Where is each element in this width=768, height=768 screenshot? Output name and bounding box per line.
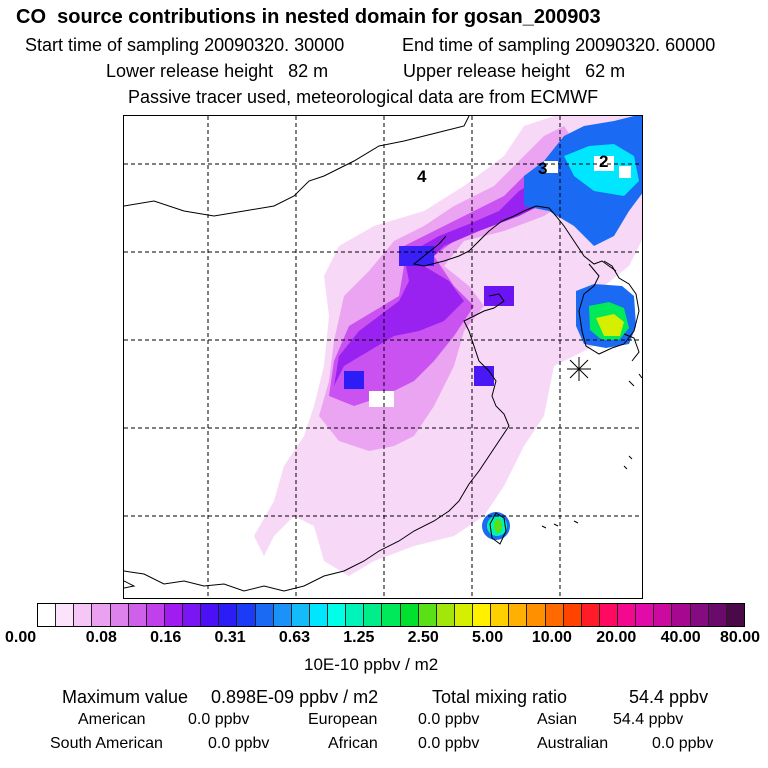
tracer-note: Passive tracer used, meteorological data…: [128, 87, 599, 107]
legend-swatch: [201, 604, 220, 626]
region-value: 54.4 ppbv: [613, 711, 684, 728]
legend-swatch: [545, 604, 564, 626]
legend-tick-label: 0.31: [214, 629, 246, 646]
legend-tick-label: 0.00: [5, 629, 37, 646]
legend-swatch: [309, 604, 328, 626]
legend-swatch: [74, 604, 93, 626]
legend-swatch: [56, 604, 75, 626]
region-name: European: [308, 711, 378, 728]
legend-swatch: [672, 604, 691, 626]
legend-units: 10E-10 ppbv / m2: [304, 655, 439, 674]
color-legend-bar: [37, 603, 745, 627]
legend-tick-label: 1.25: [343, 629, 375, 646]
coastline-korea: [578, 260, 640, 355]
max-value-label: Maximum value: [62, 687, 189, 707]
coastline-north: [124, 116, 470, 217]
start-time-label: Start time of sampling 20090320. 30000: [25, 35, 345, 55]
coastline-taiwan: [489, 512, 507, 545]
coastlines: [124, 116, 642, 592]
legend-tick-label: 0.08: [85, 629, 117, 646]
plume-core: [399, 246, 434, 266]
legend-swatch: [164, 604, 183, 626]
region-value: 0.0 ppbv: [418, 711, 480, 728]
legend-tick-label: 2.50: [407, 629, 439, 646]
legend-swatch: [690, 604, 709, 626]
legend-tick-label: 0.16: [150, 629, 182, 646]
legend-swatch: [110, 604, 129, 626]
legend-swatch: [636, 604, 655, 626]
coastline-china: [124, 205, 617, 592]
region-name: Asian: [537, 711, 578, 728]
legend-swatch: [400, 604, 419, 626]
plot-title: CO source contributions in nested domain…: [16, 6, 601, 28]
map-canvas: 4 3 2: [124, 116, 642, 598]
end-time-label: End time of sampling 20090320. 60000: [402, 35, 716, 55]
plume-core: [369, 391, 394, 407]
legend-swatch: [255, 604, 274, 626]
region-name: South American: [50, 735, 163, 752]
coastline-se: [124, 580, 136, 589]
legend-swatch: [473, 604, 492, 626]
legend-swatch: [128, 604, 147, 626]
legend-tick-label: 5.00: [471, 629, 504, 646]
legend-tick-label: 20.00: [596, 629, 637, 646]
map-panel: 4 3 2: [123, 115, 643, 599]
legend-swatch: [599, 604, 618, 626]
legend-swatch: [581, 604, 600, 626]
legend-swatch: [382, 604, 401, 626]
day-marker-label: 3: [538, 159, 547, 178]
legend-tick-label: 80.00: [719, 629, 760, 646]
legend-swatch: [38, 604, 57, 626]
legend-swatch: [527, 604, 546, 626]
legend-swatch: [436, 604, 455, 626]
legend-tick-label: 0.63: [278, 629, 311, 646]
legend-swatch: [708, 604, 727, 626]
legend-swatch: [183, 604, 202, 626]
total-ratio-label: Total mixing ratio: [432, 687, 568, 707]
coastline-japan: [623, 333, 642, 387]
graticule: [124, 116, 642, 598]
legend-swatch: [418, 604, 437, 626]
legend-swatch: [146, 604, 165, 626]
legend-swatch: [346, 604, 365, 626]
legend-swatch: [291, 604, 310, 626]
legend-swatch: [454, 604, 473, 626]
region-value: 0.0 ppbv: [208, 735, 270, 752]
upper-release-label: Upper release height 62 m: [403, 61, 626, 81]
legend-swatch: [92, 604, 111, 626]
legend-swatch: [563, 604, 582, 626]
day-marker-label: 2: [599, 152, 608, 171]
region-name: Australian: [537, 735, 609, 752]
lower-release-label: Lower release height 82 m: [106, 61, 329, 81]
legend-swatch: [364, 604, 383, 626]
region-value: 0.0 ppbv: [188, 711, 250, 728]
legend-tick-label: 10.00: [531, 629, 572, 646]
legend-swatch: [237, 604, 256, 626]
region-name: American: [78, 711, 146, 728]
plume-core: [484, 286, 514, 306]
region-value: 0.0 ppbv: [652, 735, 714, 752]
max-value: 0.898E-09 ppbv / m2: [211, 687, 379, 707]
legend-swatch: [509, 604, 528, 626]
islands: [541, 455, 633, 529]
legend-swatch: [328, 604, 347, 626]
legend-swatch: [491, 604, 510, 626]
plume-korea-yellow: [596, 314, 624, 336]
plume-core: [474, 366, 494, 386]
total-ratio-value: 54.4 ppbv: [629, 687, 709, 707]
receptor-star-icon: [567, 357, 591, 381]
region-value: 0.0 ppbv: [418, 735, 480, 752]
plume-ne-white: [619, 166, 631, 178]
region-name: African: [328, 735, 378, 752]
legend-swatch: [726, 604, 744, 626]
concentration-field: [254, 116, 642, 576]
legend-swatch: [219, 604, 238, 626]
plume-taiwan-green: [494, 519, 502, 533]
legend-swatch: [654, 604, 673, 626]
legend-tick-label: 40.00: [660, 629, 701, 646]
plume-core: [344, 371, 364, 389]
legend-swatch: [273, 604, 292, 626]
day-marker-label: 4: [417, 167, 427, 186]
legend-swatch: [618, 604, 637, 626]
